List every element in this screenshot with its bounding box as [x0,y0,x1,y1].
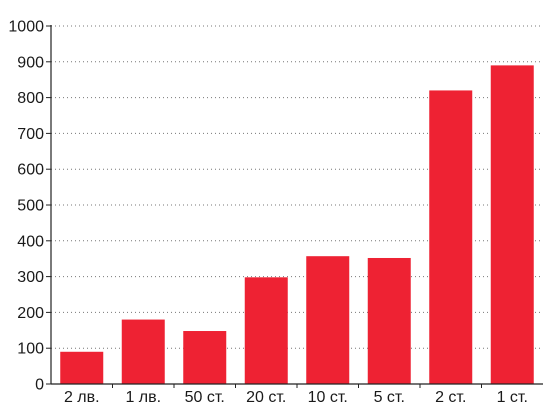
bar [244,277,288,384]
bars [60,65,534,384]
x-tick-label: 5 ст. [374,389,405,405]
y-tick-label: 1000 [8,19,44,36]
y-tick-label: 200 [17,305,44,322]
bar [367,257,411,384]
y-tick-label: 800 [17,90,44,107]
bar [306,256,350,384]
y-tick-labels: 0 100 200 300 400 500 600 700 800 900 1000 [8,19,44,394]
bar [490,65,534,384]
gridlines [46,25,543,388]
x-tick-label: 50 ст. [185,389,225,405]
bar [183,331,227,384]
y-tick-label: 500 [17,198,44,215]
y-tick-label: 100 [17,341,44,358]
x-tick-label: 2 ст. [435,389,466,405]
bar [121,319,165,384]
bar [429,90,473,384]
y-tick-label: 400 [17,233,44,250]
x-tick-labels: 2 лв. 1 лв. 50 ст. 20 ст. 10 ст. 5 ст. 2 ст. 1 … [64,389,528,405]
y-tick-label: 600 [17,162,44,179]
x-tick-label: 2 лв. [64,389,100,405]
x-tick-label: 1 ст. [497,389,528,405]
bar [60,351,104,384]
y-tick-label: 0 [35,377,44,394]
x-tick-label: 1 лв. [125,389,161,405]
x-tick-label: 10 ст. [308,389,348,405]
y-tick-label: 300 [17,269,44,286]
x-tick-label: 20 ст. [246,389,286,405]
axes [50,25,543,385]
y-tick-label: 700 [17,126,44,143]
y-tick-label: 900 [17,54,44,71]
